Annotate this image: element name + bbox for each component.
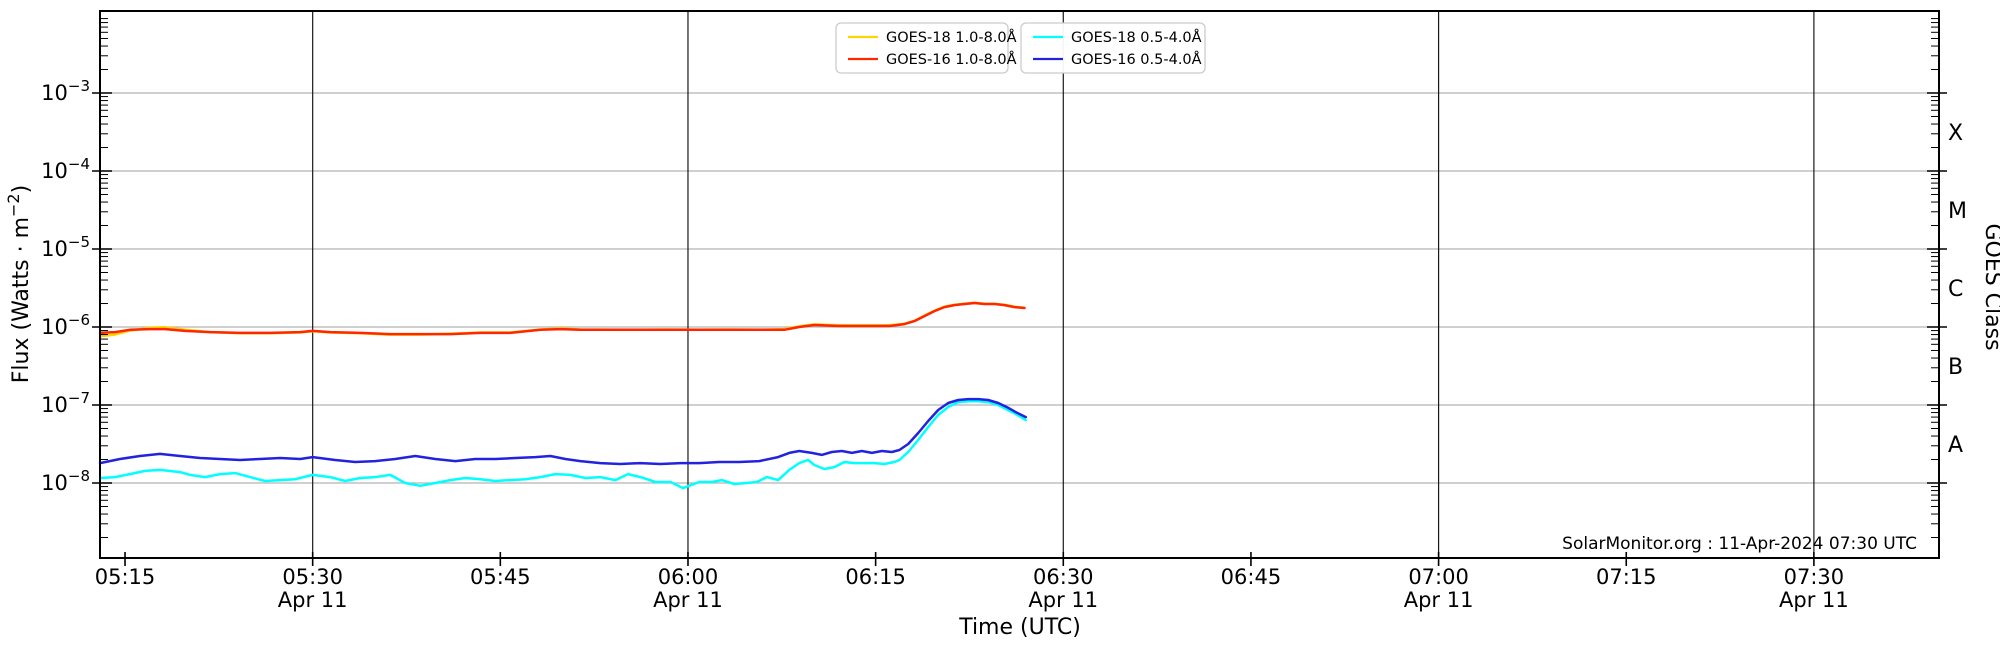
series-layer [98,301,1028,490]
x-tick-label: 07:15 [1596,565,1657,589]
x-tick-label: 05:15 [95,565,156,589]
x-tick-label: 06:15 [845,565,906,589]
x-tick-label: 05:45 [470,565,531,589]
y-tick-label: 10−4 [41,155,90,183]
right-axis-label: GOES Class [1980,223,2000,350]
goes-class-label: X [1948,121,1963,146]
x-tick-date-label: Apr 11 [1404,588,1474,612]
gridlines-layer [100,11,1939,558]
plot-border [99,10,1940,559]
x-tick-date-label: Apr 11 [278,588,348,612]
ticks-layer [92,18,1947,566]
x-tick-date-label: Apr 11 [1779,588,1849,612]
y-tick-label: 10−8 [41,467,90,495]
y-tick-label: 10−3 [41,77,90,105]
y-tick-label: 10−6 [41,311,90,339]
legend-entry-label: GOES-16 1.0-8.0Å [886,51,1017,68]
y-tick-label: 10−5 [41,233,90,261]
x-tick-date-label: Apr 11 [653,588,723,612]
legend-entry-label: GOES-18 0.5-4.0Å [1071,29,1202,46]
x-tick-label: 06:00 [658,565,719,589]
series-line-goes-16-0-5-4-0- [98,397,1028,466]
legend-entry-label: GOES-18 1.0-8.0Å [886,29,1017,46]
legend-box [1020,22,1206,74]
x-tick-date-label: Apr 11 [1028,588,1098,612]
goes-class-label: A [1948,433,1963,458]
y-tick-label: 10−7 [41,389,90,417]
x-tick-label: 07:00 [1408,565,1469,589]
x-tick-label: 07:30 [1784,565,1845,589]
series-line-goes-18-0-5-4-0- [98,399,1028,490]
x-tick-label: 06:45 [1221,565,1282,589]
x-tick-label: 05:30 [282,565,343,589]
legend-layer: GOES-18 1.0-8.0Å GOES-16 1.0-8.0Å GOES-18 … [835,22,1206,74]
goes-class-label: M [1948,199,1967,224]
y-axis-label: Flux (Watts · m−2) [4,185,34,383]
legend-entry-label: GOES-16 0.5-4.0Å [1071,51,1202,68]
series-line-goes-16-1-0-8-0- [98,301,1026,336]
legend-box [835,22,1009,74]
goes-class-labels-layer: X M C B A [1948,121,1967,458]
watermark-text: SolarMonitor.org : 11-Apr-2024 07:30 UTC [1562,534,1917,554]
x-tick-label: 06:30 [1033,565,1094,589]
goes-class-label: C [1948,277,1963,302]
x-axis-label: Time (UTC) [958,615,1081,640]
goes-class-label: B [1948,355,1963,380]
